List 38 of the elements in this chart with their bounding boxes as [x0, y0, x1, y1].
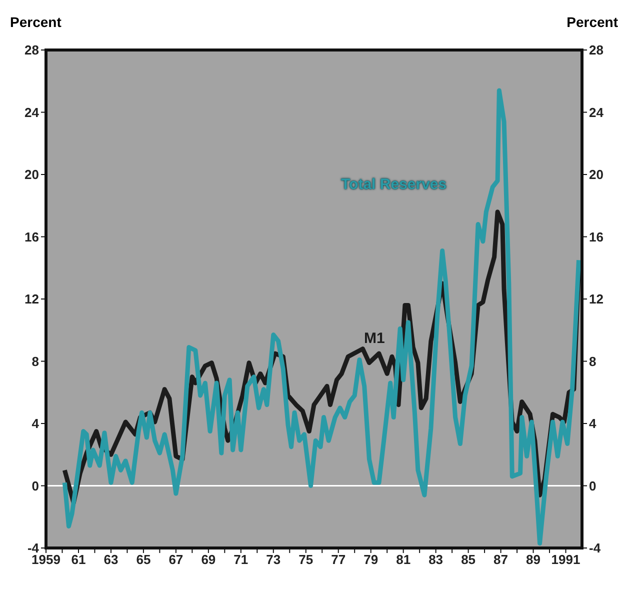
y2-tick-label: 8: [589, 354, 596, 369]
y2-tick-label: 24: [589, 104, 604, 120]
x-tick-label: 85: [461, 552, 476, 568]
x-tick-label: 89: [526, 552, 541, 568]
x-tick-label: 67: [168, 552, 184, 568]
y-tick-label: 24: [24, 104, 40, 120]
y-tick-label: 8: [32, 354, 39, 369]
x-tick-label: 75: [298, 552, 314, 568]
y2-tick-label: 20: [589, 167, 604, 182]
y2-axis-title: Percent: [566, 14, 618, 30]
y2-tick-label: -4: [589, 540, 602, 556]
x-tick-label: 65: [136, 552, 151, 568]
x-tick-label: 79: [364, 552, 378, 568]
y-tick-label: 28: [24, 42, 39, 58]
y-axis-title: Percent: [10, 14, 62, 30]
x-tick-label: 81: [396, 552, 411, 568]
y-tick-label: 16: [24, 229, 39, 244]
x-tick-label: 87: [494, 552, 508, 568]
x-tick-label: 61: [71, 552, 86, 568]
line-series: [62, 88, 581, 546]
y2-tick-label: 4: [589, 416, 597, 432]
y2-tick-label: 28: [589, 42, 604, 58]
series-label: M1: [364, 330, 385, 347]
x-tick-label: 71: [234, 552, 248, 568]
x-tick-label: 69: [201, 552, 216, 568]
y-tick-label: 4: [32, 416, 40, 432]
x-tick-label: 77: [331, 552, 346, 568]
y-tick-label: 0: [32, 478, 39, 494]
y2-tick-label: 12: [589, 292, 604, 307]
y2-tick-label: 0: [589, 478, 596, 494]
y-tick-label: 20: [24, 167, 39, 182]
y2-tick-label: 16: [589, 229, 604, 244]
x-tick-label: 83: [428, 552, 444, 568]
x-tick-label: 1991: [551, 552, 580, 568]
y-tick-label: 12: [24, 292, 39, 307]
x-tick-label: 63: [104, 552, 118, 568]
x-tick-label: 73: [266, 552, 281, 568]
text: Total Reserves: [341, 176, 447, 193]
